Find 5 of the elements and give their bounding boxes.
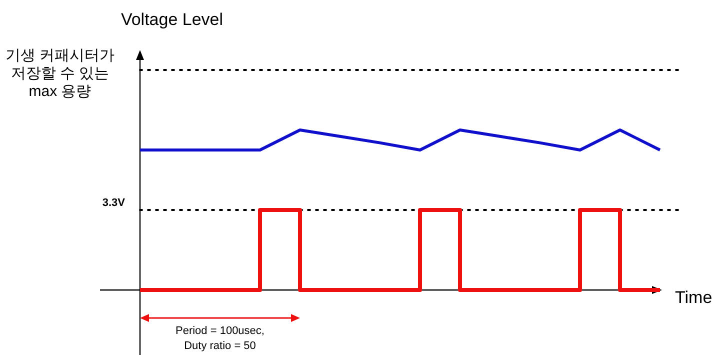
x-axis-title: Time <box>675 288 712 308</box>
ref-line-label: 3.3V <box>102 197 126 209</box>
text: Period = 100usec, Duty ratio = 50 <box>176 325 264 352</box>
ref-line-label: 기생 커패시터가 저장할 수 있는 max 용량 <box>5 47 115 100</box>
chart-title: Voltage Level <box>120 10 224 29</box>
